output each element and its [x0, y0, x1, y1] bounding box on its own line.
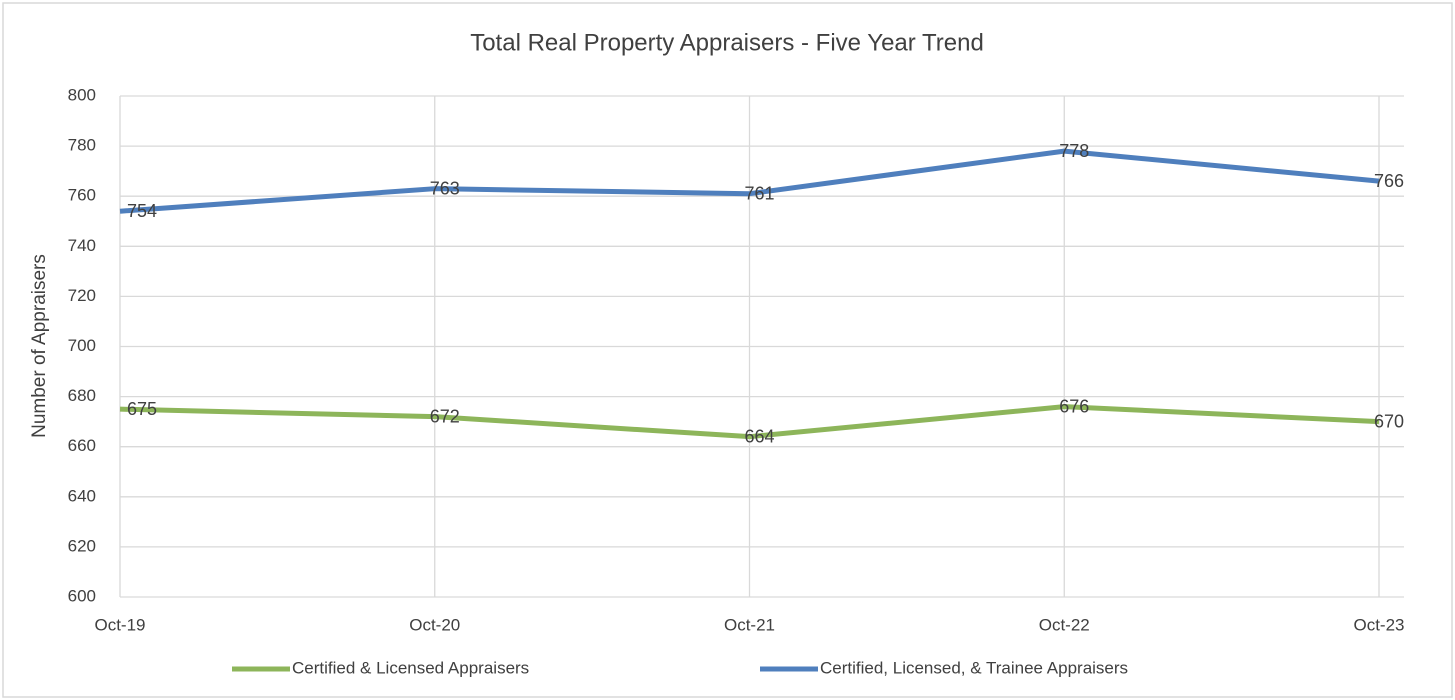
y-tick-label: 780: [68, 136, 96, 155]
series-line: [119, 148, 1380, 214]
data-label: 676: [1059, 396, 1089, 416]
y-tick-label: 800: [68, 85, 96, 104]
data-label: 675: [127, 399, 157, 419]
legend-label: Certified & Licensed Appraisers: [292, 658, 529, 677]
y-tick-label: 740: [68, 236, 96, 255]
chart-title: Total Real Property Appraisers - Five Ye…: [470, 29, 984, 56]
data-label: 766: [1374, 171, 1404, 191]
data-label: 670: [1374, 411, 1404, 431]
y-axis-label: Number of Appraisers: [29, 254, 50, 438]
data-label: 672: [430, 406, 460, 426]
x-tick-label: Oct-23: [1353, 615, 1404, 634]
y-tick-label: 660: [68, 436, 96, 455]
y-tick-label: 760: [68, 186, 96, 205]
x-tick-label: Oct-19: [94, 615, 145, 634]
data-label: 754: [127, 201, 157, 221]
x-tick-label: Oct-22: [1039, 615, 1090, 634]
series-line: [119, 404, 1380, 440]
data-label: 664: [744, 426, 774, 446]
y-tick-label: 620: [68, 536, 96, 555]
legend-label: Certified, Licensed, & Trainee Appraiser…: [820, 658, 1128, 677]
y-tick-label: 600: [68, 586, 96, 605]
y-tick-label: 700: [68, 336, 96, 355]
y-tick-label: 680: [68, 386, 96, 405]
data-label: 778: [1059, 141, 1089, 161]
data-label: 761: [744, 183, 774, 203]
x-tick-label: Oct-21: [724, 615, 775, 634]
x-tick-label: Oct-20: [409, 615, 460, 634]
y-tick-label: 720: [68, 286, 96, 305]
y-tick-label: 640: [68, 486, 96, 505]
data-label: 763: [430, 178, 460, 198]
